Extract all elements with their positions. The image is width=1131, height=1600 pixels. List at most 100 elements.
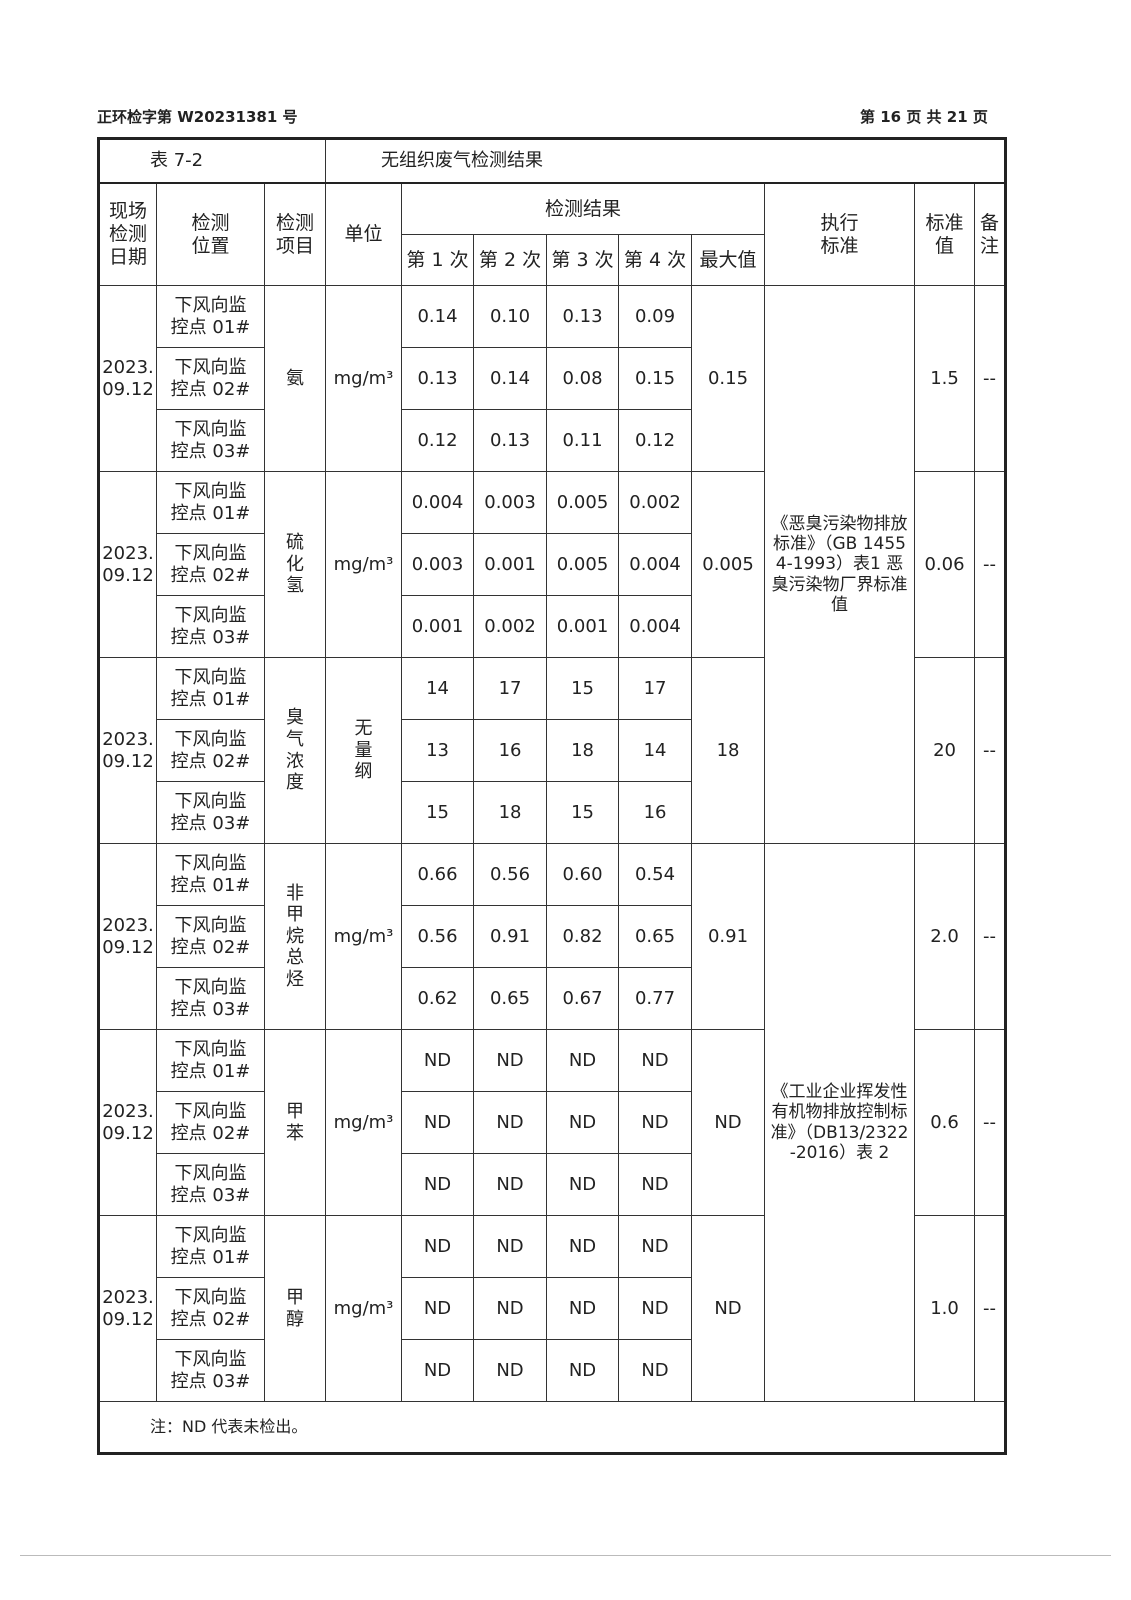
remark-cell: -- (974, 657, 1007, 844)
location-cell: 下风向监控点 02# (156, 905, 265, 968)
max-cell: 0.005 (691, 471, 766, 658)
table-row: 下风向监控点 02# ND ND ND ND (99, 1277, 1006, 1340)
value-cell: 0.82 (546, 905, 620, 968)
col-item: 检测项目 (263, 182, 327, 286)
value-cell: ND (401, 1339, 475, 1402)
table-title: 无组织废气检测结果 (325, 138, 1007, 184)
value-cell: 0.12 (401, 409, 475, 472)
location-cell: 下风向监控点 02# (156, 719, 265, 782)
table-row: 下风向监控点 03# 15 18 15 16 (99, 781, 1006, 844)
value-cell: 15 (546, 657, 620, 720)
location-cell: 下风向监控点 03# (156, 409, 265, 472)
value-cell: ND (546, 1215, 620, 1278)
table-row: 下风向监控点 02# 0.003 0.001 0.005 0.004 (99, 533, 1006, 596)
limit-cell: 1.0 (914, 1215, 976, 1402)
value-cell: 0.001 (473, 533, 548, 596)
table-row: 2023.09.12 下风向监控点 01# 臭气浓度 无量纲 14 17 15 17 18 20-… (98, 657, 1007, 844)
value-cell: ND (473, 1029, 548, 1092)
value-cell: 0.66 (401, 843, 475, 906)
value-cell: 0.002 (473, 595, 548, 658)
value-cell: 0.13 (473, 409, 548, 472)
date-cell: 2023.09.12 (98, 843, 157, 1030)
report-number: 正环检字第 W20231381 号 (97, 108, 298, 126)
value-cell: ND (401, 1091, 475, 1154)
table-row: 下风向监控点 03# ND ND ND ND (99, 1339, 1006, 1402)
value-cell: 14 (618, 719, 693, 782)
max-cell: 0.91 (691, 843, 766, 1030)
value-cell: 0.001 (546, 595, 620, 658)
col-remark: 备注 (974, 182, 1007, 286)
value-cell: 0.004 (401, 471, 475, 534)
item-cell: 臭气浓度 (263, 657, 327, 844)
remark-cell: -- (974, 285, 1007, 472)
location-cell: 下风向监控点 02# (156, 1091, 265, 1154)
value-cell: 17 (618, 657, 693, 720)
location-cell: 下风向监控点 01# (156, 1029, 265, 1092)
value-cell: 0.67 (546, 967, 620, 1030)
table-row: 下风向监控点 03# ND ND ND ND (99, 1153, 1006, 1216)
table-row: 下风向监控点 02# 0.13 0.14 0.08 0.15 (99, 347, 1006, 410)
value-cell: 0.005 (546, 471, 620, 534)
location-cell: 下风向监控点 01# (156, 285, 265, 348)
value-cell: ND (401, 1277, 475, 1340)
col-standard: 执行标准 (764, 182, 916, 286)
col-run2: 第 2 次 (473, 234, 548, 286)
value-cell: 0.10 (473, 285, 548, 348)
value-cell: 0.001 (401, 595, 475, 658)
limit-cell: 2.0 (914, 843, 976, 1030)
table-row: 下风向监控点 02# 0.56 0.91 0.82 0.65 (99, 905, 1006, 968)
value-cell: 0.003 (401, 533, 475, 596)
location-cell: 下风向监控点 03# (156, 1153, 265, 1216)
max-cell: ND (691, 1215, 766, 1402)
value-cell: 16 (473, 719, 548, 782)
value-cell: 0.004 (618, 533, 693, 596)
value-cell: ND (618, 1029, 693, 1092)
limit-cell: 1.5 (914, 285, 976, 472)
table-row: 下风向监控点 02# 13 16 18 14 (99, 719, 1006, 782)
remark-cell: -- (974, 843, 1007, 1030)
value-cell: ND (401, 1153, 475, 1216)
value-cell: ND (618, 1339, 693, 1402)
value-cell: ND (473, 1215, 548, 1278)
value-cell: 0.09 (618, 285, 693, 348)
unit-cell: mg/m³ (325, 471, 403, 658)
col-location: 检测位置 (156, 182, 265, 286)
max-cell: ND (691, 1029, 766, 1216)
value-cell: 16 (618, 781, 693, 844)
remark-cell: -- (974, 1029, 1007, 1216)
value-cell: ND (401, 1029, 475, 1092)
value-cell: 0.60 (546, 843, 620, 906)
value-cell: 0.003 (473, 471, 548, 534)
value-cell: ND (473, 1153, 548, 1216)
value-cell: 0.62 (401, 967, 475, 1030)
value-cell: 15 (401, 781, 475, 844)
value-cell: 0.13 (401, 347, 475, 410)
max-cell: 0.15 (691, 285, 766, 472)
value-cell: ND (546, 1339, 620, 1402)
value-cell: 0.11 (546, 409, 620, 472)
col-run3: 第 3 次 (546, 234, 620, 286)
table-row: 下风向监控点 02# ND ND ND ND (99, 1091, 1006, 1154)
location-cell: 下风向监控点 03# (156, 967, 265, 1030)
location-cell: 下风向监控点 01# (156, 1215, 265, 1278)
date-cell: 2023.09.12 (98, 471, 157, 658)
date-cell: 2023.09.12 (98, 285, 157, 472)
col-limit: 标准值 (914, 182, 976, 286)
value-cell: 17 (473, 657, 548, 720)
limit-cell: 0.06 (914, 471, 976, 658)
limit-cell: 20 (914, 657, 976, 844)
table-row: 2023.09.12 下风向监控点 01# 硫化氢 mg/m³ 0.004 0.003 0.… (98, 471, 1007, 658)
limit-cell: 0.6 (914, 1029, 976, 1216)
value-cell: 0.65 (618, 905, 693, 968)
value-cell: ND (618, 1091, 693, 1154)
item-cell: 氨 (263, 285, 327, 472)
value-cell: 0.08 (546, 347, 620, 410)
item-cell: 非甲烷总烃 (263, 843, 327, 1030)
value-cell: ND (546, 1277, 620, 1340)
item-cell: 甲苯 (263, 1029, 327, 1216)
table-row: 下风向监控点 03# 0.12 0.13 0.11 0.12 (99, 409, 1006, 472)
unit-cell: mg/m³ (325, 843, 403, 1030)
value-cell: 18 (473, 781, 548, 844)
location-cell: 下风向监控点 03# (156, 595, 265, 658)
table-row: 2023.09.12 下风向监控点 01# 非甲烷总烃 mg/m³ 0.66 0.56 0.… (98, 843, 1007, 1402)
